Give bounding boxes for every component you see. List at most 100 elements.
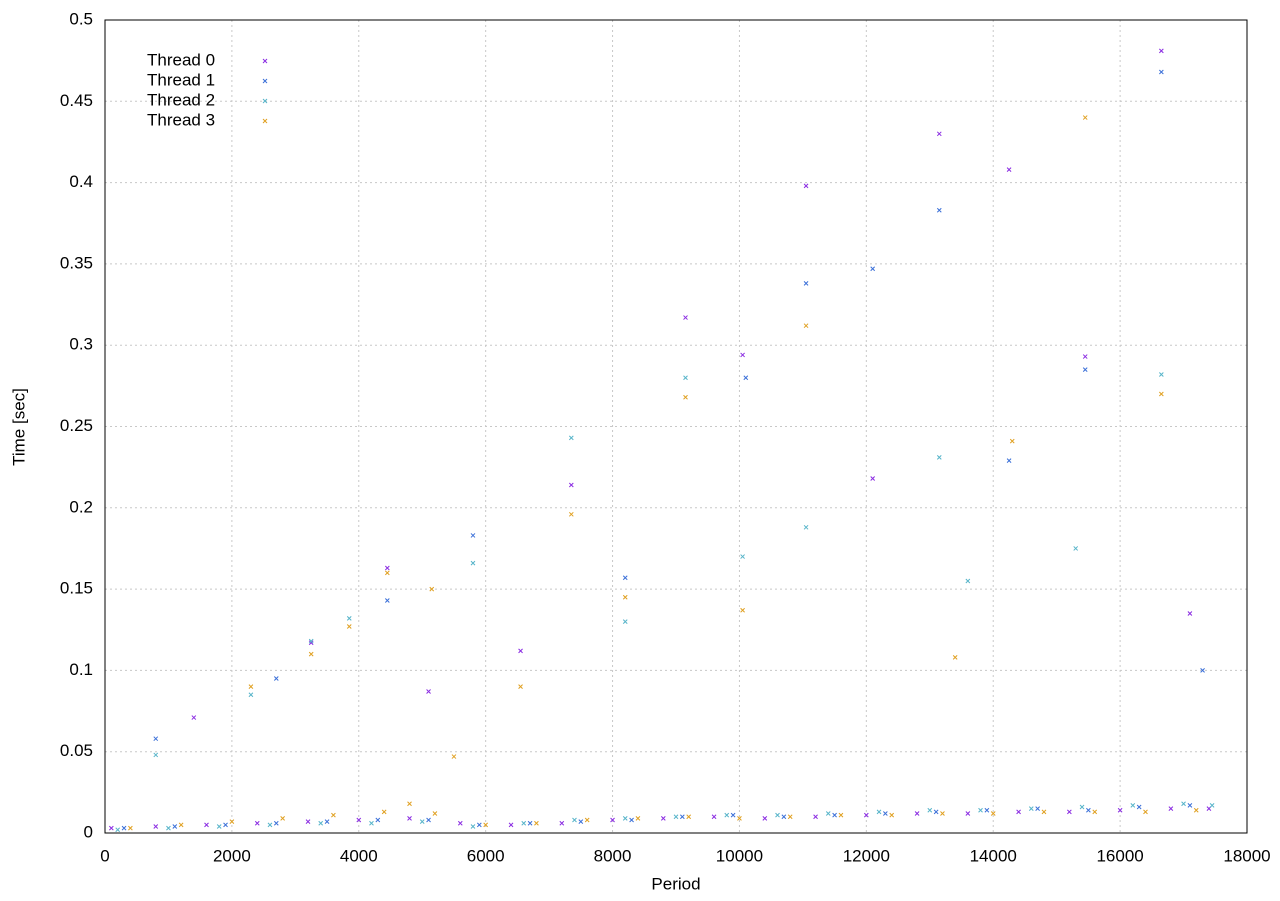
- legend-label: Thread 1: [147, 70, 215, 89]
- point: [356, 817, 362, 823]
- point: [121, 825, 127, 831]
- point: [832, 812, 837, 818]
- point: [740, 607, 745, 613]
- point: [108, 825, 114, 831]
- point: [813, 814, 818, 820]
- y-tick-label: 0.25: [60, 416, 93, 435]
- point: [451, 754, 457, 759]
- point: [743, 375, 749, 381]
- point: [838, 812, 844, 818]
- point: [432, 811, 438, 816]
- point: [683, 315, 688, 320]
- point: [803, 183, 809, 189]
- point: [331, 812, 336, 818]
- point: [1082, 367, 1088, 372]
- point: [762, 816, 768, 821]
- point: [191, 715, 197, 720]
- point: [128, 825, 133, 831]
- y-tick-label: 0.1: [69, 660, 93, 679]
- point: [381, 809, 387, 815]
- point: [673, 814, 679, 820]
- point: [267, 822, 273, 828]
- point: [1067, 809, 1072, 815]
- point: [1082, 354, 1088, 359]
- point: [870, 476, 876, 481]
- point: [965, 811, 971, 816]
- point: [1193, 807, 1199, 813]
- point: [229, 819, 235, 824]
- point: [1130, 803, 1136, 808]
- point: [965, 578, 971, 584]
- point: [568, 511, 574, 517]
- point: [1136, 804, 1142, 810]
- x-tick-label: 4000: [340, 846, 378, 865]
- point: [1187, 611, 1193, 616]
- point: [1041, 809, 1047, 815]
- legend-marker: [262, 98, 268, 104]
- point: [825, 811, 831, 816]
- point: [635, 816, 641, 821]
- x-tick-label: 12000: [843, 846, 890, 865]
- point: [1035, 806, 1040, 811]
- point: [204, 822, 209, 828]
- point: [153, 824, 159, 829]
- y-tick-label: 0: [84, 822, 93, 841]
- point: [483, 822, 489, 828]
- point: [346, 624, 352, 629]
- point: [870, 266, 876, 272]
- point: [984, 807, 990, 813]
- point: [280, 816, 285, 821]
- point: [308, 638, 314, 644]
- point: [153, 752, 159, 758]
- point: [559, 820, 565, 826]
- point: [622, 619, 628, 624]
- point: [914, 811, 920, 816]
- point: [1158, 69, 1164, 75]
- point: [1181, 801, 1186, 807]
- point: [248, 692, 254, 698]
- point: [775, 812, 780, 818]
- point: [470, 533, 476, 538]
- point: [1028, 806, 1034, 811]
- y-tick-label: 0.4: [69, 172, 93, 191]
- y-tick-label: 0.35: [60, 253, 93, 272]
- legend-marker: [262, 58, 268, 64]
- point: [1009, 438, 1015, 444]
- point: [521, 820, 527, 826]
- y-axis-label: Time [sec]: [9, 388, 28, 466]
- x-tick-label: 6000: [467, 846, 505, 865]
- point: [518, 684, 523, 690]
- point: [1016, 809, 1021, 815]
- point: [1117, 807, 1123, 813]
- point: [384, 570, 390, 576]
- point: [419, 819, 425, 824]
- point: [1168, 806, 1174, 811]
- point: [740, 554, 745, 559]
- point: [318, 820, 324, 826]
- point: [863, 812, 869, 818]
- legend-label: Thread 3: [147, 110, 215, 129]
- point: [308, 640, 314, 646]
- point: [273, 820, 279, 826]
- point: [660, 816, 666, 821]
- point: [476, 822, 482, 828]
- point: [153, 736, 159, 742]
- point: [1209, 803, 1215, 808]
- point: [578, 819, 584, 824]
- point: [470, 560, 476, 566]
- point: [1006, 167, 1012, 172]
- point: [166, 825, 171, 831]
- point: [470, 824, 476, 829]
- plot-border: [104, 19, 1248, 834]
- point: [568, 435, 574, 441]
- point: [927, 807, 933, 813]
- point: [305, 819, 311, 824]
- point: [730, 812, 736, 818]
- x-tick-label: 16000: [1096, 846, 1143, 865]
- x-tick-label: 18000: [1223, 846, 1270, 865]
- point: [803, 524, 809, 530]
- point: [610, 817, 615, 823]
- point: [990, 811, 996, 816]
- point: [346, 616, 352, 621]
- point: [369, 820, 374, 826]
